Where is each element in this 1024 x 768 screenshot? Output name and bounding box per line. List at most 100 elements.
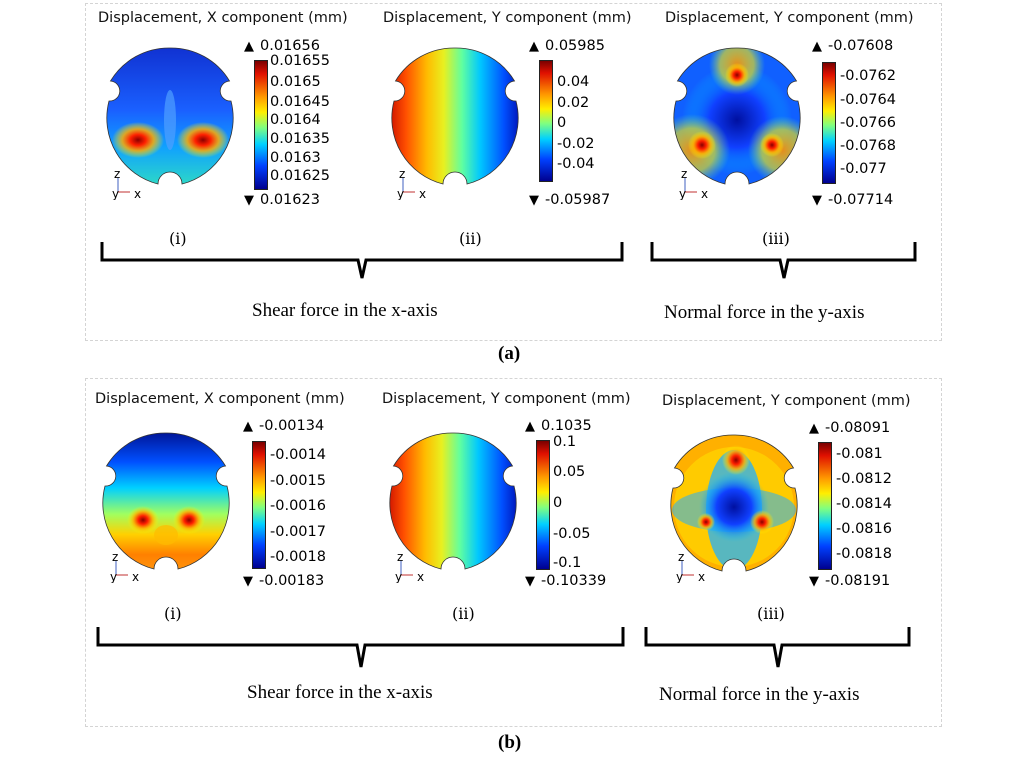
colorbar-tick: -0.0814 [836,496,892,512]
contour-disc-a-iii [673,47,801,185]
colorbar-tick: -0.0764 [840,92,896,108]
colorbar-tick: 0.1 [553,434,577,450]
colorbar-tick: 0.0164 [270,112,321,128]
colorbar-tick: 0.01635 [270,131,330,147]
colorbar [254,60,268,190]
svg-text:y: y [395,570,402,583]
svg-text:x: x [132,570,139,583]
subplot-label: (iii) [757,604,785,623]
contour-disc-b-ii [389,432,517,570]
svg-text:z: z [114,170,120,181]
svg-text:z: z [397,553,403,564]
svg-text:x: x [698,570,705,583]
colorbar-tick: 0.0165 [270,74,321,90]
brace-shear-a [100,242,624,279]
caption-normal: Normal force in the y-axis [664,302,865,323]
axis-triad: z y x [110,553,139,583]
svg-text:z: z [112,553,118,564]
svg-text:y: y [110,570,117,583]
colorbar-tick: -0.0816 [836,521,892,537]
svg-text:y: y [676,570,683,583]
svg-text:y: y [679,187,686,200]
colorbar-tick: -0.05 [553,526,591,542]
brace-normal-b [644,627,911,668]
figure-panel-a [85,3,942,341]
figure-panel-b [85,378,942,727]
subplot-label: (i) [169,229,187,248]
colorbar-tick: 0.01655 [270,53,330,69]
contour-disc-a-ii [391,47,519,185]
colorbar [822,62,836,184]
caption-shear: Shear force in the x-axis [247,682,433,703]
colorbar-max-label: ▲ 0.1035 [525,418,592,434]
colorbar-max-label: ▲ -0.07608 [812,38,894,54]
plot-title: Displacement, Y component (mm) [383,10,632,26]
colorbar-tick: 0.02 [557,95,590,111]
colorbar-tick: -0.077 [840,161,887,177]
colorbar-min-label: ▼ -0.00183 [243,573,325,589]
colorbar-tick: -0.0016 [270,498,326,514]
subplot-label: (ii) [459,229,482,248]
colorbar-tick: -0.0017 [270,524,326,540]
colorbar-tick: -0.0015 [270,473,326,489]
colorbar-tick: -0.0818 [836,546,892,562]
contour-disc-b-i [102,432,230,570]
axis-triad: z y x [112,170,141,200]
svg-text:y: y [112,187,119,200]
svg-text:z: z [681,170,687,181]
panel-label-b: (b) [498,732,522,753]
colorbar-tick: -0.081 [836,446,883,462]
subplot-label: (iii) [762,229,790,248]
svg-text:y: y [397,187,404,200]
colorbar-tick: 0.04 [557,74,590,90]
colorbar-min-label: ▼ -0.10339 [525,573,607,589]
colorbar-tick: -0.1 [553,555,582,571]
colorbar-max-label: ▲ -0.00134 [243,418,325,434]
axis-triad: z y x [397,170,426,200]
colorbar-min-label: ▼ -0.05987 [529,192,611,208]
svg-text:x: x [701,187,708,200]
plot-title: Displacement, Y component (mm) [382,391,631,407]
svg-text:x: x [417,570,424,583]
plot-title: Displacement, Y component (mm) [662,393,911,409]
colorbar [818,442,832,570]
colorbar-tick: -0.0766 [840,115,896,131]
brace-normal-a [650,242,917,279]
colorbar-max-label: ▲ 0.01656 [244,38,320,54]
contour-disc-b-iii [670,434,798,572]
colorbar-tick: 0.01645 [270,94,330,110]
caption-shear: Shear force in the x-axis [252,300,438,321]
colorbar-tick: 0 [557,115,567,131]
colorbar-tick: 0.01625 [270,168,330,184]
colorbar [536,440,550,570]
colorbar [539,60,553,182]
subplot-label: (ii) [452,604,475,623]
colorbar-tick: -0.0018 [270,549,326,565]
colorbar-tick: 0.05 [553,464,586,480]
plot-title: Displacement, X component (mm) [98,10,348,26]
subplot-label: (i) [164,604,182,623]
colorbar-tick: -0.0812 [836,471,892,487]
colorbar-tick: -0.0762 [840,68,896,84]
panel-label-a: (a) [498,343,521,364]
colorbar-min-label: ▼ 0.01623 [244,192,320,208]
colorbar-max-label: ▲ -0.08091 [809,420,891,436]
contour-disc-a-i [106,47,234,185]
svg-text:z: z [678,553,684,564]
svg-text:z: z [399,170,405,181]
plot-title: Displacement, Y component (mm) [665,10,914,26]
svg-text:x: x [419,187,426,200]
brace-shear-b [96,627,625,668]
colorbar-tick: -0.0768 [840,138,896,154]
caption-normal: Normal force in the y-axis [659,684,860,705]
colorbar-tick: -0.04 [557,156,595,172]
colorbar-tick: 0.0163 [270,150,321,166]
colorbar-tick: -0.0014 [270,447,326,463]
colorbar-tick: 0 [553,495,563,511]
svg-text:x: x [134,187,141,200]
colorbar-max-label: ▲ 0.05985 [529,38,605,54]
plot-title: Displacement, X component (mm) [95,391,345,407]
axis-triad: z y x [395,553,424,583]
colorbar [252,441,266,569]
colorbar-tick: -0.02 [557,136,595,152]
